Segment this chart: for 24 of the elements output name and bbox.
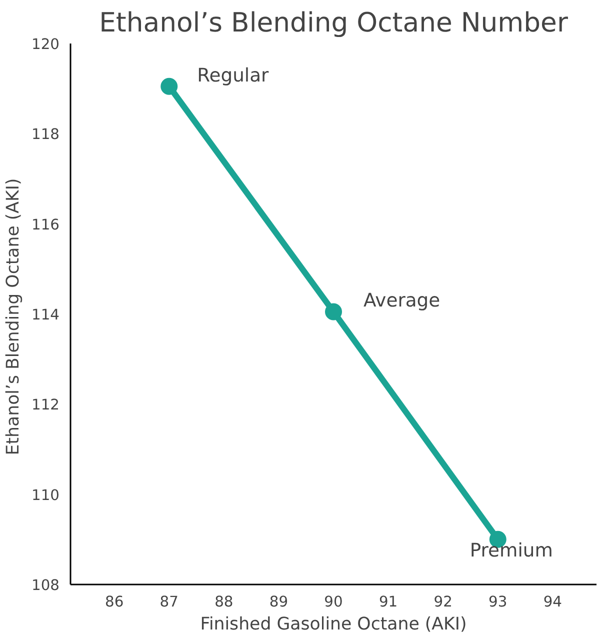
x-tick-label: 90 [324,594,343,610]
y-tick-label: 120 [32,36,60,53]
chart-title: Ethanol’s Blending Octane Number [99,8,568,38]
x-tick-label: 89 [269,594,288,610]
y-tick-label: 108 [32,577,60,594]
y-tick-label: 112 [32,396,60,414]
y-tick-label: 116 [32,216,60,234]
x-tick-label: 86 [105,594,124,610]
x-tick-label: 88 [214,594,234,610]
x-tick-label: 91 [378,594,398,610]
x-tick-label: 87 [160,594,178,610]
y-tick-label: 110 [32,486,60,504]
x-tick-label: 92 [434,594,452,610]
annotation: Average [364,290,440,312]
point [325,303,342,320]
x-tick-label: 93 [488,594,508,610]
annotation: Regular [197,65,270,86]
x-axis-title: Finished Gasoline Octane (AKI) [200,614,467,634]
annotation: Premium [470,540,553,562]
point [160,78,178,95]
x-tick-label: 94 [543,594,562,610]
y-tick-label: 118 [32,126,60,144]
y-axis-title: Ethanol’s Blending Octane (AKI) [4,178,24,456]
y-tick-label: 114 [32,306,60,324]
